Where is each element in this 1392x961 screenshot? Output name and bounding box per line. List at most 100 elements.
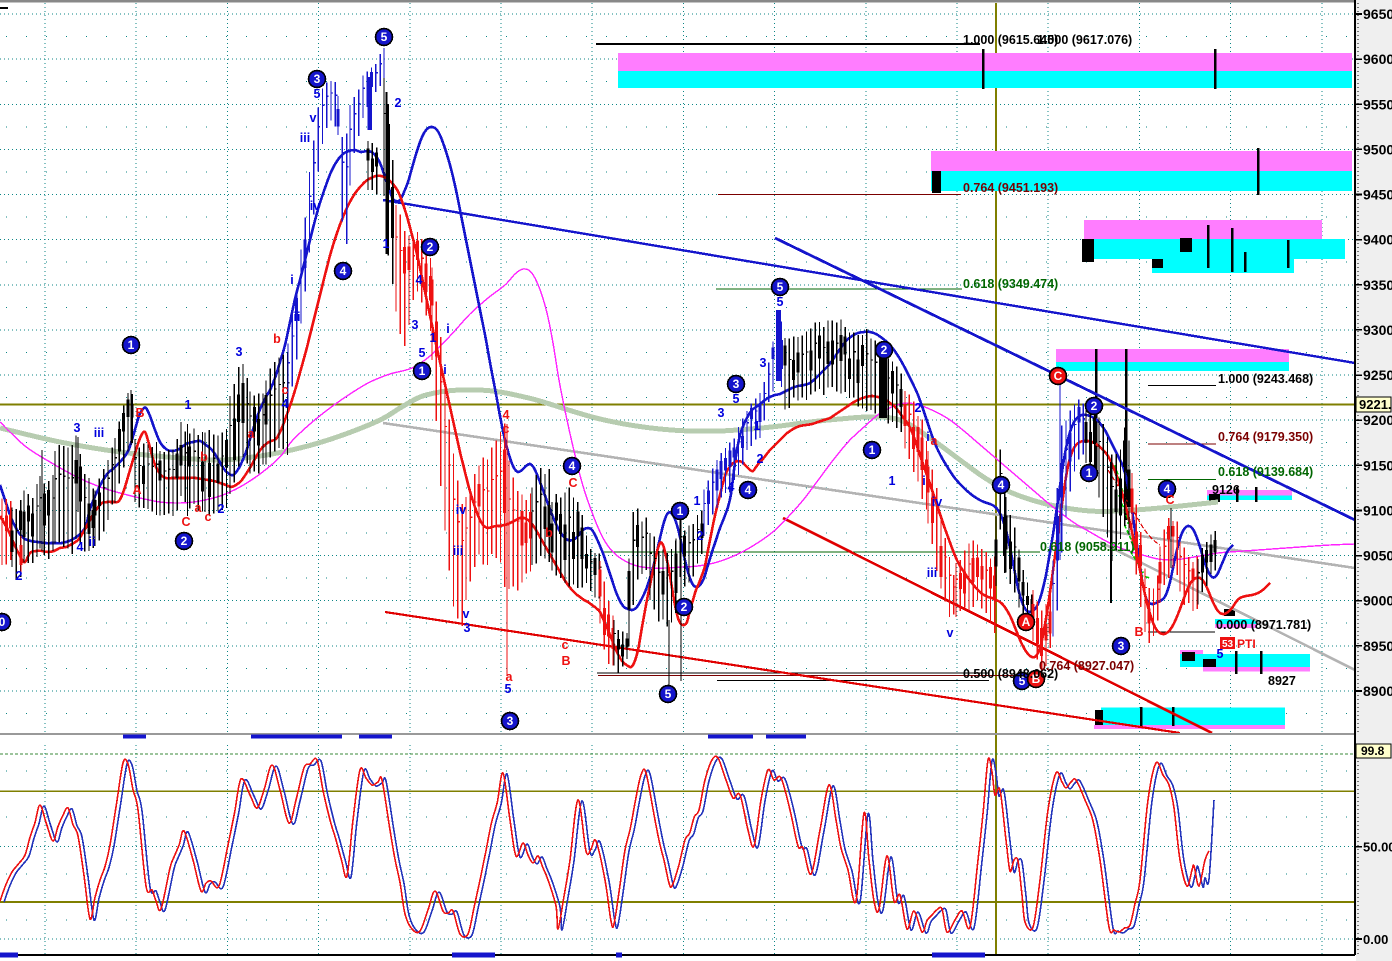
svg-text:3: 3	[733, 377, 740, 391]
svg-text:0.618 (9139.684): 0.618 (9139.684)	[1218, 465, 1313, 479]
svg-text:1: 1	[185, 398, 192, 412]
svg-text:5: 5	[777, 295, 784, 309]
svg-text:3: 3	[507, 714, 514, 728]
svg-text:iii: iii	[300, 131, 310, 145]
svg-text:2: 2	[681, 600, 688, 614]
svg-text:8927: 8927	[1268, 674, 1296, 688]
svg-text:1: 1	[1086, 466, 1093, 480]
svg-text:1: 1	[419, 364, 426, 378]
svg-text:0.000 (8971.781): 0.000 (8971.781)	[1216, 618, 1311, 632]
svg-text:C: C	[568, 476, 577, 490]
svg-text:1: 1	[754, 419, 761, 433]
svg-text:4: 4	[340, 264, 347, 278]
svg-text:3: 3	[718, 406, 725, 420]
svg-text:1: 1	[869, 443, 876, 457]
svg-text:3: 3	[236, 345, 243, 359]
svg-text:0.00: 0.00	[1363, 932, 1388, 947]
svg-text:iii: iii	[94, 426, 104, 440]
svg-text:iii: iii	[927, 566, 937, 580]
svg-text:PTI: PTI	[1237, 637, 1256, 651]
svg-text:99.8: 99.8	[1361, 744, 1385, 758]
svg-text:4: 4	[503, 408, 510, 422]
svg-text:3: 3	[1118, 639, 1125, 653]
svg-text:9150: 9150	[1363, 457, 1392, 473]
svg-text:9650: 9650	[1363, 6, 1392, 22]
svg-text:1: 1	[694, 494, 701, 508]
svg-text:A: A	[1022, 615, 1031, 629]
svg-text:4: 4	[569, 459, 576, 473]
svg-text:1: 1	[383, 237, 390, 251]
svg-text:2: 2	[427, 240, 434, 254]
svg-text:c: c	[205, 510, 212, 524]
svg-text:5: 5	[505, 682, 512, 696]
svg-text:1: 1	[889, 474, 896, 488]
svg-text:0.618 (9349.474): 0.618 (9349.474)	[963, 277, 1058, 291]
svg-text:1.000 (9243.468): 1.000 (9243.468)	[1218, 372, 1313, 386]
svg-text:2: 2	[881, 343, 888, 357]
svg-text:B: B	[135, 406, 144, 420]
svg-text:B: B	[1032, 672, 1041, 686]
svg-text:i: i	[922, 474, 925, 488]
svg-text:4: 4	[77, 540, 84, 554]
svg-text:5: 5	[1217, 647, 1224, 661]
svg-text:8950: 8950	[1363, 638, 1392, 654]
svg-text:2: 2	[757, 452, 764, 466]
svg-text:b: b	[200, 450, 208, 464]
svg-text:9221.: 9221.	[1359, 397, 1392, 412]
svg-text:9100: 9100	[1363, 503, 1392, 519]
svg-text:3: 3	[412, 318, 419, 332]
svg-text:v: v	[463, 607, 470, 621]
svg-text:2: 2	[395, 96, 402, 110]
svg-text:1.000 (9617.076): 1.000 (9617.076)	[1037, 33, 1132, 47]
svg-text:2: 2	[697, 529, 704, 543]
svg-text:0.764 (9179.350): 0.764 (9179.350)	[1218, 430, 1313, 444]
svg-text:A: A	[132, 483, 141, 497]
svg-text:B: B	[1134, 625, 1143, 639]
svg-text:2: 2	[181, 534, 188, 548]
svg-text:C: C	[1054, 369, 1063, 383]
svg-text:3: 3	[314, 72, 321, 86]
svg-text:c: c	[282, 383, 289, 397]
svg-text:5: 5	[1019, 674, 1026, 688]
svg-text:C: C	[1165, 493, 1174, 507]
svg-text:9600: 9600	[1363, 51, 1392, 67]
svg-text:v: v	[310, 111, 317, 125]
svg-text:0: 0	[0, 615, 6, 629]
svg-text:50.00: 50.00	[1363, 840, 1392, 855]
svg-text:5: 5	[419, 346, 426, 360]
svg-text:v: v	[947, 626, 954, 640]
svg-text:1: 1	[430, 331, 437, 345]
svg-text:1: 1	[677, 504, 684, 518]
svg-text:4: 4	[998, 478, 1005, 492]
svg-text:2: 2	[218, 502, 225, 516]
svg-text:5: 5	[777, 280, 784, 294]
svg-text:a: a	[506, 670, 514, 684]
svg-text:1: 1	[128, 338, 135, 352]
svg-text:c: c	[562, 638, 569, 652]
svg-text:9000: 9000	[1363, 593, 1392, 609]
svg-text:iv: iv	[310, 199, 320, 213]
svg-text:iv: iv	[456, 503, 466, 517]
svg-text:c: c	[503, 422, 510, 436]
svg-text:ii: ii	[89, 535, 96, 549]
svg-text:i: i	[926, 430, 929, 444]
svg-text:a: a	[248, 427, 256, 441]
svg-text:iii: iii	[453, 544, 463, 558]
svg-text:9350: 9350	[1363, 277, 1392, 293]
svg-text:9126: 9126	[1212, 483, 1240, 497]
svg-text:9500: 9500	[1363, 141, 1392, 157]
svg-text:5: 5	[381, 30, 388, 44]
svg-text:a: a	[195, 501, 203, 515]
svg-text:2: 2	[16, 569, 23, 583]
svg-text:0.764 (8927.047): 0.764 (8927.047)	[1039, 659, 1134, 673]
svg-text:53: 53	[1222, 639, 1234, 650]
svg-text:9400: 9400	[1363, 232, 1392, 248]
svg-text:9050: 9050	[1363, 548, 1392, 564]
svg-text:9250: 9250	[1363, 367, 1392, 383]
svg-text:4: 4	[416, 273, 423, 287]
svg-text:4: 4	[728, 480, 735, 494]
svg-text:5: 5	[665, 687, 672, 701]
svg-text:4: 4	[745, 483, 752, 497]
svg-text:b: b	[545, 526, 553, 540]
svg-text:9550: 9550	[1363, 96, 1392, 112]
